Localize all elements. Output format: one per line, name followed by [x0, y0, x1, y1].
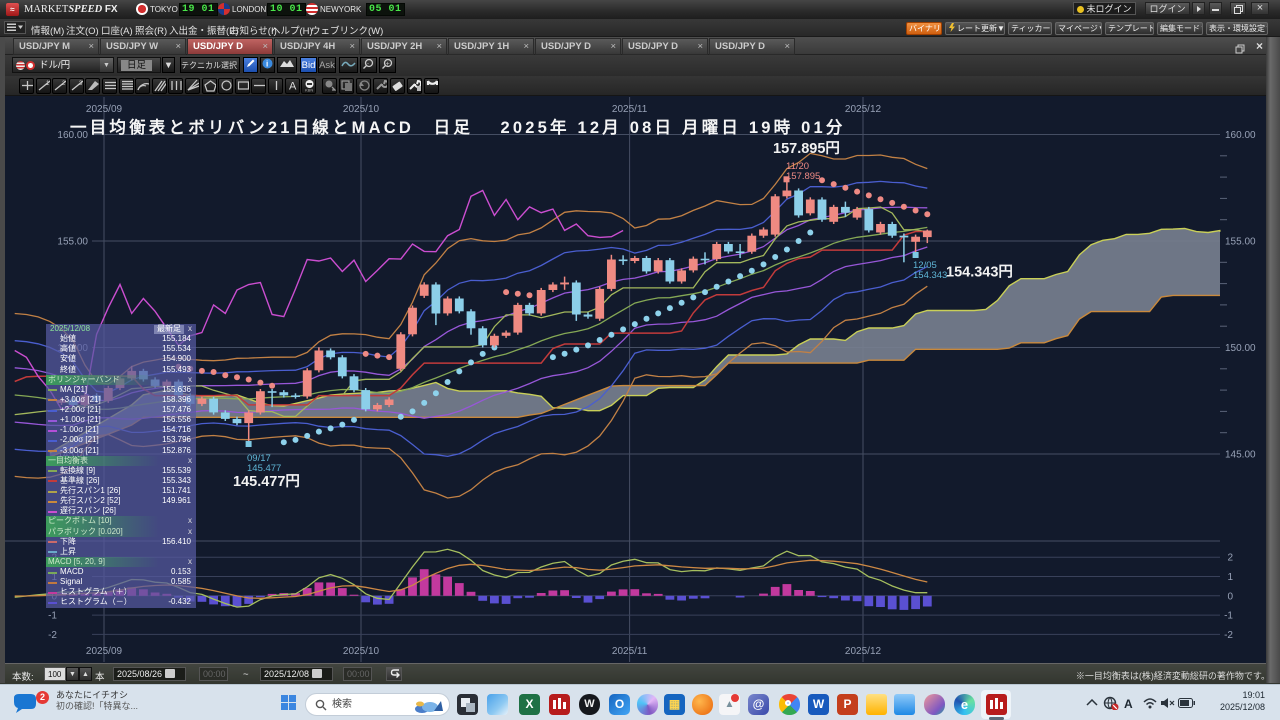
svg-text:-1: -1 — [1224, 611, 1233, 622]
svg-text:2025/09: 2025/09 — [86, 646, 123, 657]
svg-text:一目均衡表とボリバン21日線とMACD 日足 2025年: 一目均衡表とボリバン21日線とMACD 日足 2025年 12月 08日 月曜日… — [70, 117, 846, 137]
svg-text:KBN: KBN — [305, 87, 313, 92]
svg-text:+: + — [386, 61, 390, 68]
svg-text:0: 0 — [1227, 591, 1233, 602]
svg-text:1: 1 — [1227, 572, 1233, 583]
svg-text:150.00: 150.00 — [1225, 343, 1256, 354]
svg-text:2: 2 — [1227, 553, 1233, 564]
svg-text:154.343: 154.343 — [913, 270, 947, 281]
svg-text:160.00: 160.00 — [1225, 130, 1256, 141]
svg-text:145.477円: 145.477円 — [233, 473, 300, 490]
svg-text:11/20: 11/20 — [786, 161, 809, 172]
svg-text:A: A — [289, 80, 297, 92]
svg-text:3: 3 — [79, 81, 83, 87]
svg-text:-: - — [367, 62, 369, 68]
svg-text:145.477: 145.477 — [247, 463, 281, 474]
svg-text:155.00: 155.00 — [57, 237, 88, 248]
svg-text:2025/10: 2025/10 — [343, 646, 380, 657]
svg-text:2025/12: 2025/12 — [845, 104, 882, 115]
svg-text:2: 2 — [62, 81, 66, 87]
svg-text:-2: -2 — [48, 630, 57, 641]
svg-text:160.00: 160.00 — [57, 130, 88, 141]
svg-text:2025/11: 2025/11 — [612, 646, 648, 657]
svg-text:1: 1 — [46, 81, 50, 87]
svg-text:157.895: 157.895 — [786, 171, 820, 182]
svg-text:-2: -2 — [1224, 630, 1233, 641]
svg-text:154.343円: 154.343円 — [946, 264, 1013, 281]
svg-text:12/05: 12/05 — [913, 260, 937, 271]
svg-text:145.00: 145.00 — [1225, 450, 1256, 461]
svg-text:155.00: 155.00 — [1225, 237, 1256, 248]
svg-text:2025/09: 2025/09 — [86, 104, 123, 115]
svg-text:157.895円: 157.895円 — [773, 140, 840, 157]
svg-text:2025/10: 2025/10 — [343, 104, 380, 115]
svg-text:i: i — [266, 60, 268, 69]
svg-text:-1: -1 — [48, 611, 57, 622]
svg-text:2025/11: 2025/11 — [612, 104, 648, 115]
svg-text:2025/12: 2025/12 — [845, 646, 882, 657]
svg-text:09/17: 09/17 — [247, 453, 271, 464]
